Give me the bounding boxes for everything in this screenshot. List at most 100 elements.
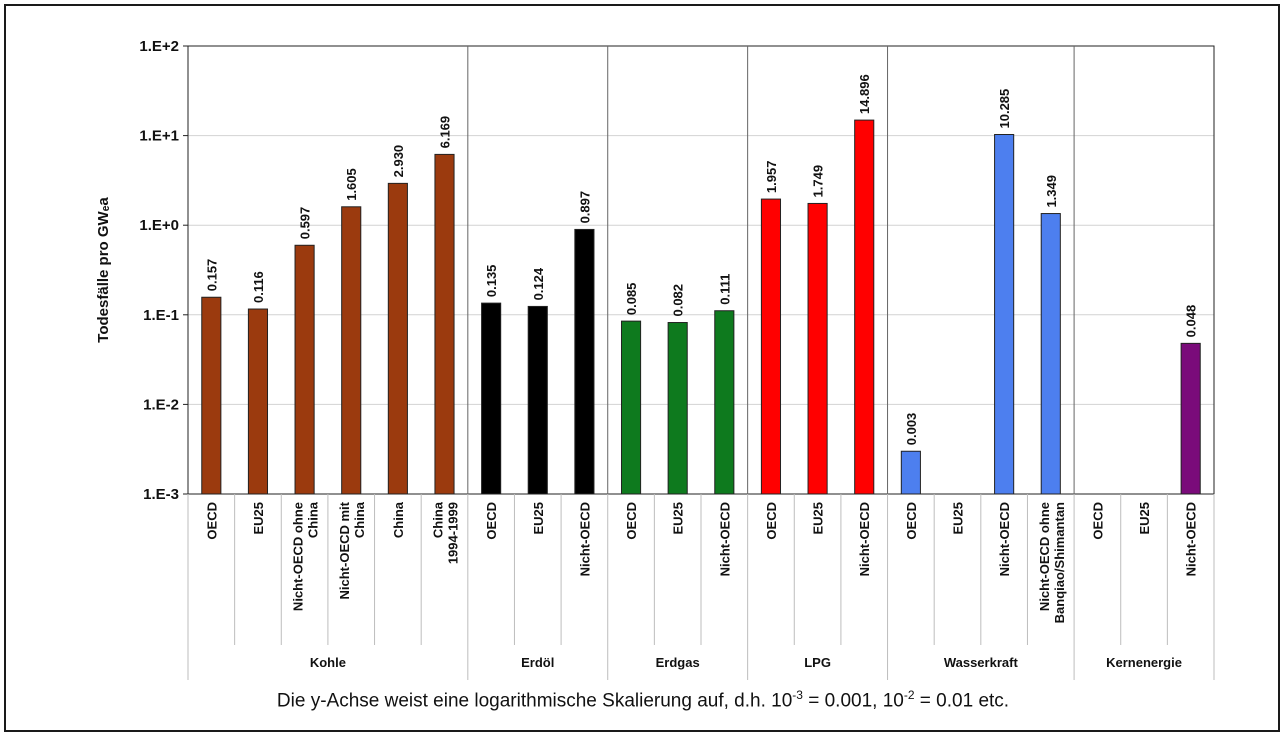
bar [481, 302, 502, 495]
y-tick-label: 1.E+1 [139, 128, 179, 145]
caption-text-2: = 0.001, 10 [802, 690, 904, 712]
bar-value-label: 1.349 [1044, 175, 1059, 208]
bar-value-label: 0.048 [1184, 305, 1199, 338]
bar-value-label: 1.605 [344, 168, 359, 201]
bar-value-label: 1.957 [764, 161, 779, 194]
bar [807, 202, 828, 495]
category-label-line: EU25 [1137, 502, 1152, 535]
y-tick-label: 1.E-1 [143, 307, 179, 324]
bar [900, 450, 921, 495]
category-label: OECD [484, 502, 499, 540]
bar-value-label: 0.897 [577, 191, 592, 224]
category-label-line: Banqiao/Shimantan [1052, 502, 1067, 623]
bar [434, 153, 455, 495]
y-tick-label: 1.E-2 [143, 396, 179, 413]
group-label: Kernenergie [1106, 655, 1182, 670]
category-label: China1994-1999 [431, 501, 461, 564]
bar-value-label: 0.157 [204, 259, 219, 292]
bar [994, 134, 1015, 495]
bar-value-label: 0.111 [717, 274, 732, 305]
y-tick-label: 1.E+2 [139, 38, 179, 55]
caption-exponent-2: -2 [903, 688, 915, 702]
group-label: Kohle [310, 655, 346, 670]
category-label-line: Nicht-OECD [997, 502, 1012, 576]
category-label-line: 1994-1999 [446, 502, 461, 564]
bar-value-label: 0.003 [904, 413, 919, 446]
bar [667, 322, 688, 495]
category-label-line: EU25 [811, 502, 826, 535]
category-label-line: OECD [764, 502, 779, 540]
bar [247, 308, 269, 495]
category-label: Nicht-OECD [717, 502, 732, 576]
bar-value-label: 1.749 [811, 165, 826, 198]
bar [294, 244, 315, 495]
bar-value-label: 0.124 [531, 267, 546, 300]
bar [201, 296, 222, 495]
chart-caption: Die y-Achse weist eine logarithmische Sk… [0, 688, 1286, 712]
category-label-line: China [391, 501, 406, 538]
bar-value-label: 6.169 [438, 116, 453, 149]
category-label: Nicht-OECD [1184, 502, 1199, 576]
category-label-line: China [431, 501, 446, 538]
category-label-line: OECD [1090, 502, 1105, 540]
bar-value-label: 10.285 [997, 89, 1012, 129]
category-label: EU25 [251, 502, 266, 535]
category-label-line: Nicht-OECD ohne [291, 502, 306, 611]
category-label: Nicht-OECD [577, 502, 592, 576]
y-tick-label: 1.E+0 [139, 217, 179, 234]
group-label: Erdöl [521, 655, 554, 670]
bar-value-label: 2.930 [391, 145, 406, 178]
bar [1180, 342, 1201, 495]
category-label-line: EU25 [531, 502, 546, 535]
category-label: Nicht-OECD ohneBanqiao/Shimantan [1037, 502, 1067, 623]
category-label: China [391, 501, 406, 538]
bar-value-label: 0.082 [671, 284, 686, 317]
category-label-line: OECD [624, 502, 639, 540]
category-label-line: Nicht-OECD [717, 502, 732, 576]
y-tick-label: 1.E-3 [143, 486, 179, 503]
category-label: OECD [624, 502, 639, 540]
bar-value-label: 0.135 [484, 265, 499, 298]
bar [714, 310, 735, 495]
bar [854, 119, 875, 495]
category-label: OECD [204, 502, 219, 540]
category-label-line: Nicht-OECD ohne [1037, 502, 1052, 611]
category-label: EU25 [1137, 502, 1152, 535]
bar [527, 305, 548, 495]
category-label-line: EU25 [671, 502, 686, 535]
category-label: EU25 [811, 502, 826, 535]
category-label-line: EU25 [251, 502, 266, 535]
category-label-line: EU25 [951, 502, 966, 535]
category-label-line: OECD [204, 502, 219, 540]
category-label-line: China [306, 501, 321, 538]
category-label-line: Nicht-OECD mit [337, 501, 352, 599]
bar [1040, 213, 1061, 495]
y-axis-label: Todesfälle pro GWₑa [95, 197, 112, 343]
group-label: LPG [804, 655, 831, 670]
group-label: Erdgas [656, 655, 700, 670]
category-label: Nicht-OECD [997, 502, 1012, 576]
bar [387, 182, 408, 495]
category-label-line: China [352, 501, 367, 538]
category-label-line: Nicht-OECD [577, 502, 592, 576]
bar-value-label: 0.597 [298, 207, 313, 240]
category-label-line: OECD [904, 502, 919, 540]
caption-text-1: Die y-Achse weist eine logarithmische Sk… [276, 690, 793, 712]
category-label: EU25 [671, 502, 686, 535]
bar [760, 198, 782, 495]
category-label-line: Nicht-OECD [1184, 502, 1199, 576]
bar [341, 206, 362, 495]
category-label: OECD [904, 502, 919, 540]
caption-exponent-1: -3 [792, 688, 803, 702]
category-label: Nicht-OECD mitChina [337, 501, 367, 599]
category-label: Nicht-OECD ohneChina [291, 501, 321, 611]
category-label-line: Nicht-OECD [857, 502, 872, 576]
bar [620, 320, 642, 495]
group-label: Wasserkraft [944, 655, 1019, 670]
category-label: Nicht-OECD [857, 502, 872, 576]
caption-text-3: = 0.01 etc. [914, 690, 1010, 712]
category-label: OECD [764, 502, 779, 540]
category-label: OECD [1090, 502, 1105, 540]
category-label: EU25 [951, 502, 966, 535]
